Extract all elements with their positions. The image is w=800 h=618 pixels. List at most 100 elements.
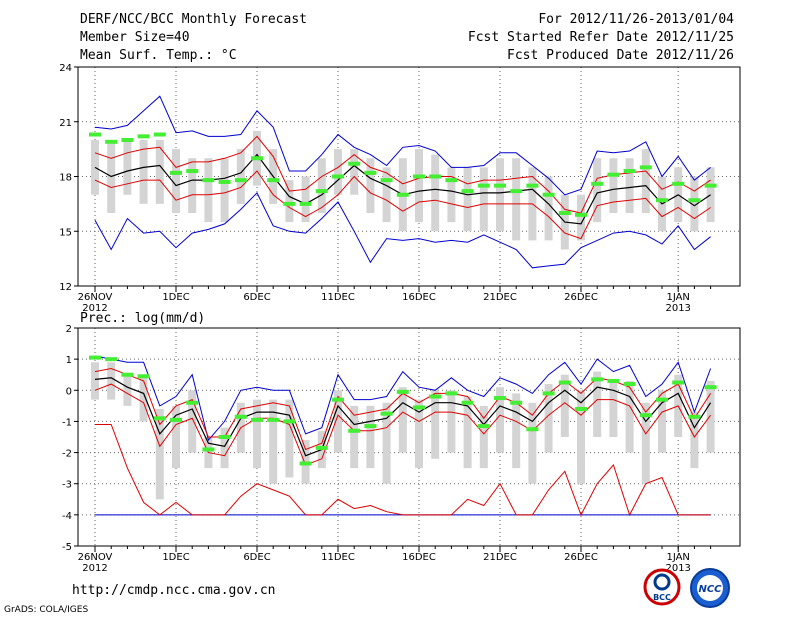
envelope-min-line xyxy=(94,192,711,269)
green-marker xyxy=(121,138,134,142)
spread-box xyxy=(155,140,164,204)
green-marker xyxy=(607,172,620,177)
green-marker xyxy=(591,377,604,382)
chart-title: DERF/NCC/BCC Monthly Forecast xyxy=(80,12,307,27)
green-marker xyxy=(461,189,474,194)
spread-box xyxy=(609,158,618,213)
spread-box xyxy=(382,402,391,484)
spread-box xyxy=(544,176,553,241)
green-marker xyxy=(639,413,652,418)
x-tick-label: 16DEC xyxy=(402,292,436,303)
spread-box xyxy=(463,396,472,469)
y-tick-label: 2 xyxy=(66,324,72,335)
green-marker xyxy=(656,397,668,402)
green-marker xyxy=(429,394,442,399)
green-marker xyxy=(688,414,701,419)
red-minimum-line xyxy=(95,424,711,517)
green-marker xyxy=(672,380,685,385)
spread-box xyxy=(253,399,261,469)
spread-box xyxy=(220,427,229,469)
green-marker xyxy=(494,183,506,188)
green-marker xyxy=(526,183,539,188)
spread-box xyxy=(188,158,197,213)
spread-box xyxy=(220,158,229,223)
spread-box xyxy=(204,158,213,223)
spread-box xyxy=(91,362,99,400)
spread-box xyxy=(107,362,116,400)
x-tick-label: 11DEC xyxy=(321,552,355,563)
source-url[interactable]: http://cmdp.ncc.cma.gov.cn xyxy=(72,583,276,598)
green-marker xyxy=(348,428,361,433)
spread-box xyxy=(366,158,375,213)
x-tick-label: 1DEC xyxy=(162,292,189,303)
green-marker xyxy=(137,134,150,139)
spread-box xyxy=(479,167,488,232)
y-tick-label: 18 xyxy=(59,173,72,184)
green-marker xyxy=(332,397,344,402)
y-tick-label: 15 xyxy=(59,227,72,238)
ncc-logo: NCC xyxy=(690,568,730,608)
x-tick-label: 26DEC xyxy=(564,552,598,563)
lower-spread-line xyxy=(94,383,712,466)
y-tick-label: -1 xyxy=(62,417,72,428)
spread-box xyxy=(528,402,537,484)
green-marker xyxy=(186,400,199,405)
green-marker xyxy=(218,179,231,184)
spread-box xyxy=(301,176,310,223)
spread-box xyxy=(155,408,164,500)
bcc-logo: BCC xyxy=(643,568,681,606)
spread-box xyxy=(285,180,294,223)
spread-box xyxy=(107,143,116,213)
spread-box xyxy=(544,384,553,453)
spread-box xyxy=(285,399,294,478)
spread-box xyxy=(560,374,569,437)
ensemble-mean-line xyxy=(94,377,712,457)
green-marker xyxy=(413,174,425,179)
green-marker xyxy=(364,424,377,429)
x-tick-label: 1DEC xyxy=(162,552,189,563)
green-marker xyxy=(121,372,134,377)
y-tick-label: -3 xyxy=(62,480,72,491)
x-tick-year: 2012 xyxy=(82,563,107,574)
green-marker xyxy=(299,201,312,206)
spread-box xyxy=(123,374,132,406)
x-tick-label: 6DEC xyxy=(243,292,270,303)
spread-box xyxy=(463,167,472,232)
green-marker xyxy=(510,189,523,194)
green-marker xyxy=(218,435,231,439)
green-marker xyxy=(348,161,361,166)
green-marker xyxy=(607,378,620,383)
spread-box xyxy=(334,149,342,195)
spread-box xyxy=(172,149,180,213)
spread-box xyxy=(479,405,488,469)
spread-box xyxy=(188,390,197,453)
started-refer-date: Fcst Started Refer Date 2012/11/25 xyxy=(467,30,734,45)
green-marker xyxy=(672,181,685,186)
green-marker xyxy=(623,382,636,387)
spread-box xyxy=(496,387,504,453)
produced-date: Fcst Produced Date 2012/11/26 xyxy=(507,48,734,63)
x-tick-label: 1JAN xyxy=(666,552,689,563)
green-marker xyxy=(526,427,539,432)
green-marker xyxy=(202,447,215,452)
ncc-logo-text: NCC xyxy=(698,584,722,595)
bcc-logo-text: BCC xyxy=(653,593,671,602)
green-marker xyxy=(153,416,166,421)
green-marker xyxy=(283,201,296,206)
green-marker xyxy=(315,189,328,194)
spread-box xyxy=(658,390,666,453)
spread-box xyxy=(123,140,132,195)
spread-box xyxy=(625,380,634,453)
green-marker xyxy=(413,405,425,410)
spread-box xyxy=(350,149,359,195)
x-tick-year: 2013 xyxy=(665,563,690,574)
green-marker xyxy=(283,419,296,424)
green-marker xyxy=(591,181,604,186)
lower-spread-line xyxy=(94,170,711,240)
spread-box xyxy=(269,399,278,484)
green-marker xyxy=(558,380,571,385)
spread-box xyxy=(91,140,99,195)
spread-box xyxy=(593,371,602,437)
y-tick-label: 12 xyxy=(59,282,72,293)
